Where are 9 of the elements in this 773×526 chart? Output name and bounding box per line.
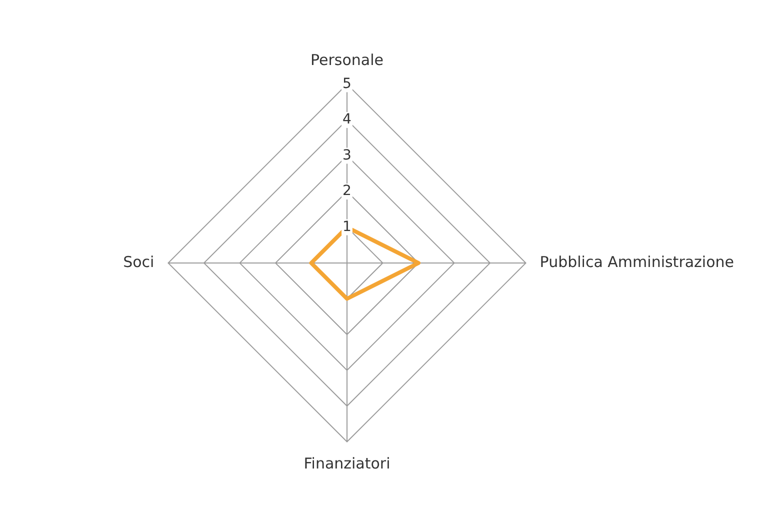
- y-tick-label: 3: [342, 147, 352, 164]
- spoke-label: Pubblica Amministrazione: [540, 252, 734, 271]
- y-tick-label: 1: [342, 218, 352, 235]
- spoke-label: Soci: [123, 252, 154, 271]
- y-tick-label: 4: [342, 112, 352, 128]
- spoke-label: Finanziatori: [304, 454, 390, 473]
- y-tick-label: 2: [342, 183, 352, 200]
- y-tick-label: 5: [342, 76, 352, 92]
- spoke-label: Personale: [310, 51, 384, 70]
